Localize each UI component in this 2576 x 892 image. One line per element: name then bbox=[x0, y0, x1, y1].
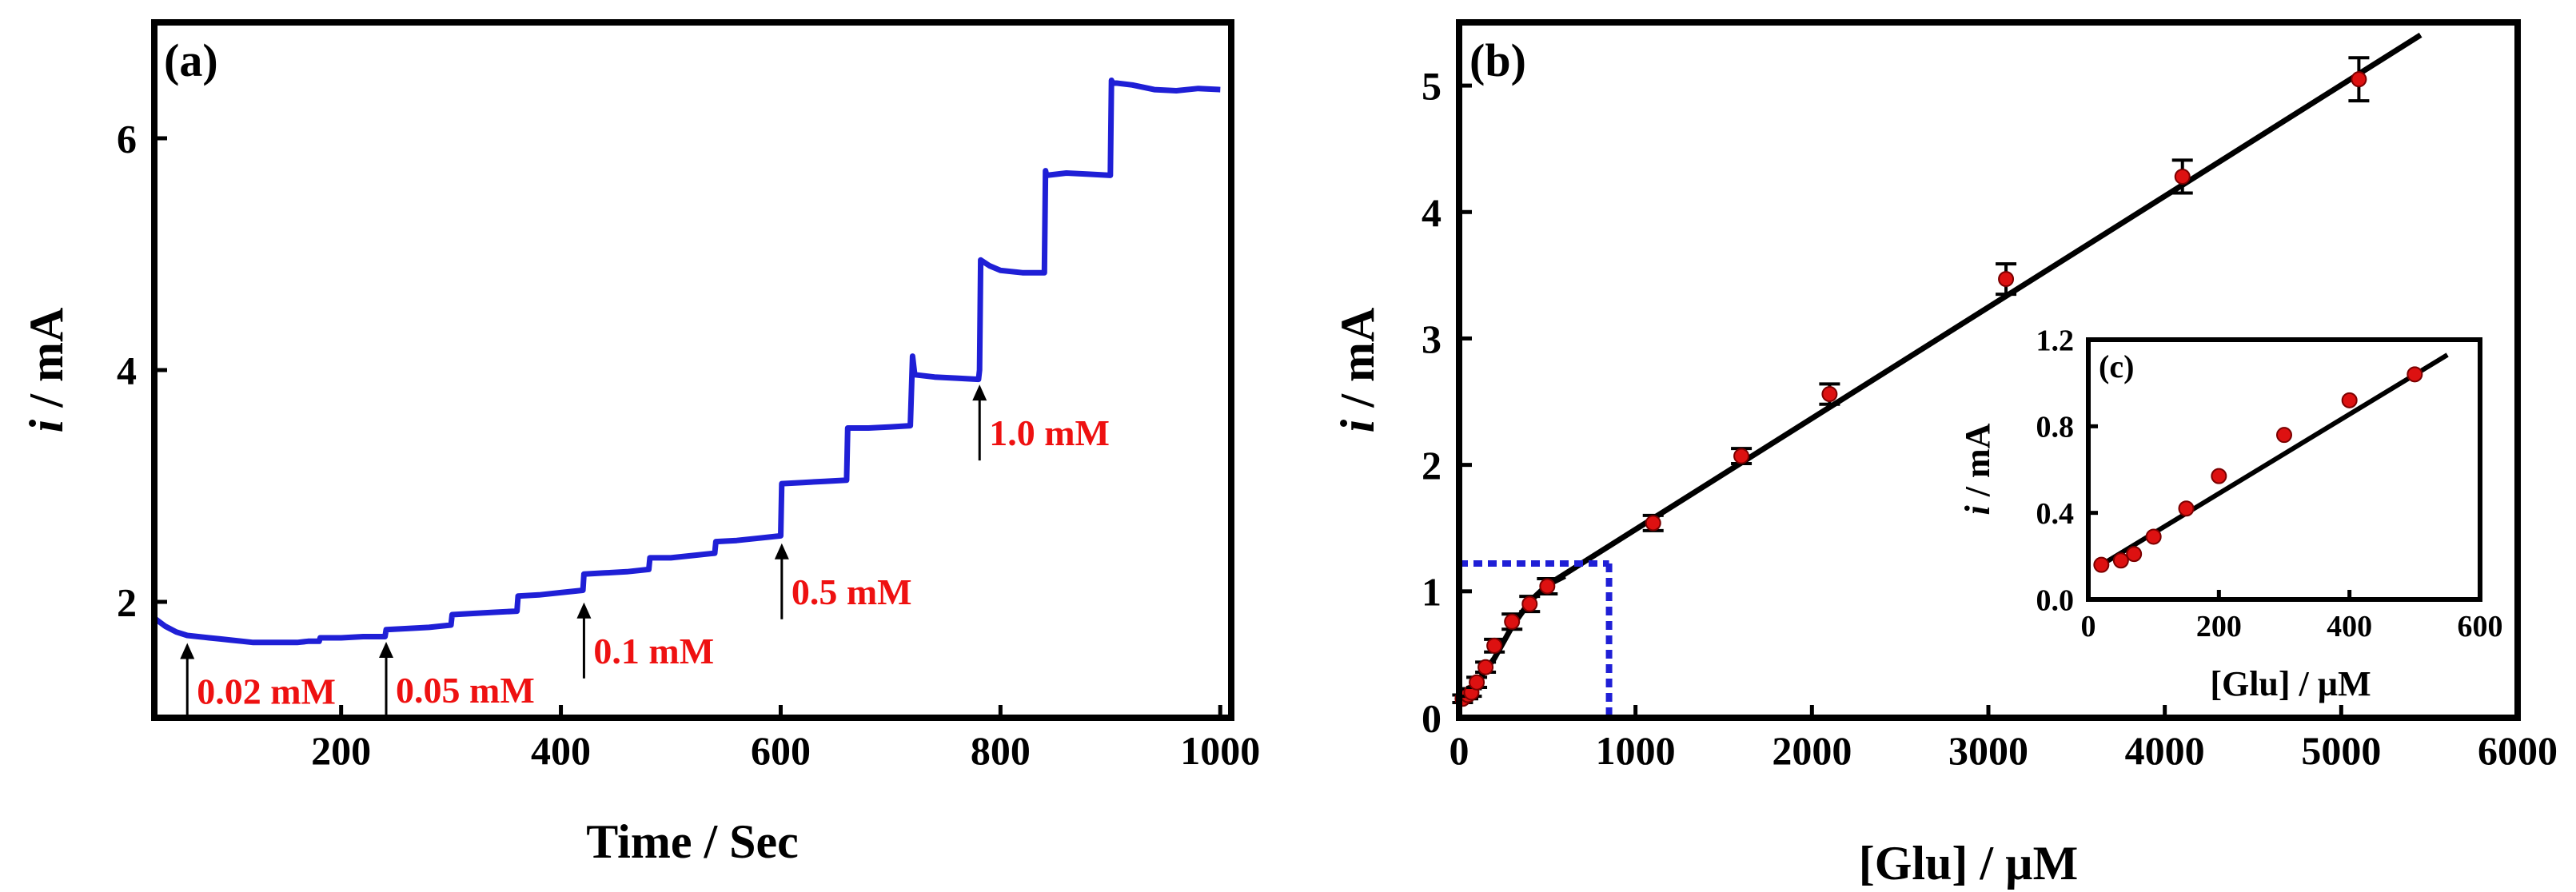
panel-b-fit-line-high bbox=[1545, 32, 2422, 587]
panel-c-data-point bbox=[2276, 427, 2292, 444]
panel-b-x-tick-label: 0 bbox=[1449, 728, 1469, 773]
panel-b-y-tick-label: 5 bbox=[1422, 64, 1442, 109]
panel-b-data-point bbox=[2351, 71, 2367, 88]
panel-c-y-axis-label-italic: i bbox=[1958, 504, 1997, 515]
panel-a-label: (a) bbox=[164, 34, 218, 86]
panel-c-data-point bbox=[2093, 556, 2110, 573]
panel-a-x-tick-label: 400 bbox=[531, 728, 591, 773]
panel-c-x-tick-label: 0 bbox=[2081, 610, 2096, 643]
panel-a-x-tick-label: 600 bbox=[751, 728, 811, 773]
panel-b-data-point bbox=[1521, 595, 1538, 612]
panel-b-y-tick-label: 4 bbox=[1422, 190, 1442, 235]
panel-a-injection-label: 0.5 mM bbox=[792, 571, 912, 612]
panel-b-data-point bbox=[1821, 386, 1838, 403]
panel-b-y-tick-label: 1 bbox=[1422, 569, 1442, 614]
panel-b-x-tick-label: 5000 bbox=[2301, 728, 2381, 773]
panel-a-y-tick-label: 4 bbox=[117, 348, 137, 393]
panel-a-axes: 200 400 600 800 1000 2 4 6 bbox=[117, 117, 1260, 774]
panel-c-data-point bbox=[2211, 468, 2227, 484]
panel-a-annotations: 0.02 mM 0.05 mM 0.1 mM 0.5 mM 1.0 mM bbox=[180, 384, 1110, 719]
panel-c-data-point bbox=[2145, 528, 2162, 545]
panel-a-injection-arrow-head bbox=[379, 642, 394, 659]
panel-c-x-tick-label: 200 bbox=[2196, 610, 2242, 643]
panel-c-data-point bbox=[2112, 552, 2129, 569]
panel-c-x-tick-label: 400 bbox=[2327, 610, 2372, 643]
panel-b-data-point bbox=[1733, 448, 1750, 464]
panel-a-injection-label: 0.02 mM bbox=[197, 671, 336, 712]
panel-c-x-axis-label: [Glu] / µM bbox=[2210, 664, 2371, 703]
panel-c-points-layer bbox=[2093, 366, 2423, 573]
panel-a-x-tick-label: 200 bbox=[311, 728, 371, 773]
panel-b-y-axis-label-italic: i bbox=[1331, 419, 1384, 432]
panel-a-injection-arrow-head bbox=[972, 384, 987, 401]
panel-a-y-axis-label: i / mA bbox=[20, 308, 73, 433]
panel-a-injection-arrow-head bbox=[180, 643, 195, 659]
panel-b-x-axis-label: [Glu] / µM bbox=[1859, 837, 2079, 890]
panel-c-x-tick-label: 600 bbox=[2458, 610, 2503, 643]
panel-c-y-tick-label: 0.8 bbox=[2036, 411, 2075, 444]
panel-a-series-layer bbox=[152, 78, 1221, 646]
panel-a-plot-frame bbox=[151, 19, 1234, 721]
panel-a-x-tick-label: 800 bbox=[971, 728, 1031, 773]
panel-a-injection-label: 1.0 mM bbox=[989, 412, 1110, 453]
panel-b-data-point bbox=[1469, 674, 1485, 691]
panel-a-injection-label: 0.1 mM bbox=[593, 631, 714, 671]
panel-b-label: (b) bbox=[1469, 34, 1526, 86]
panel-a-x-axis-label: Time / Sec bbox=[586, 815, 799, 868]
panel-c-inset: 0 200 400 600 0.0 0.4 0.8 1.2 (c) [Glu] / µM i … bbox=[1958, 324, 2503, 703]
panel-b-data-point bbox=[1998, 271, 2015, 288]
panel-b-y-tick-label: 3 bbox=[1422, 317, 1442, 361]
panel-b-plot-frame bbox=[1456, 19, 2521, 721]
panel-a-y-tick-label: 2 bbox=[117, 580, 137, 625]
panel-c-data-point bbox=[2407, 366, 2423, 383]
panel-c-y-axis-label-rest: / mA bbox=[1958, 423, 1997, 505]
panel-c-axes: 0 200 400 600 0.0 0.4 0.8 1.2 bbox=[2036, 324, 2503, 643]
panel-c-data-point bbox=[2126, 546, 2143, 563]
panel-c-y-tick-label: 0.0 bbox=[2036, 583, 2075, 617]
panel-c-y-tick-label: 0.4 bbox=[2036, 497, 2075, 531]
panel-a: 0.02 mM 0.05 mM 0.1 mM 0.5 mM 1.0 mM 200 400 6… bbox=[20, 19, 1260, 868]
panel-b-x-tick-label: 2000 bbox=[1772, 728, 1852, 773]
panel-a-injection-arrow-head bbox=[774, 543, 789, 559]
panel-b-y-tick-label: 2 bbox=[1422, 443, 1442, 488]
panel-b-y-axis-label: i / mA bbox=[1331, 308, 1384, 433]
panel-b-x-tick-label: 6000 bbox=[2478, 728, 2558, 773]
panel-c-data-point bbox=[2178, 500, 2195, 517]
panel-b-data-point bbox=[2174, 168, 2191, 185]
panel-a-x-tick-label: 1000 bbox=[1180, 728, 1260, 773]
panel-c-fit-line bbox=[2099, 352, 2449, 567]
panel-a-injection-label: 0.05 mM bbox=[396, 670, 535, 711]
panel-b-data-point bbox=[1504, 613, 1521, 630]
panel-b-y-tick-label: 0 bbox=[1422, 696, 1442, 741]
panel-c-label: (c) bbox=[2099, 348, 2134, 384]
panel-a-y-axis-label-rest: / mA bbox=[20, 308, 73, 420]
panel-b-data-point bbox=[1486, 637, 1503, 654]
panel-c-data-point bbox=[2341, 392, 2358, 408]
panel-b-x-tick-label: 1000 bbox=[1596, 728, 1676, 773]
panel-b-x-tick-label: 3000 bbox=[1948, 728, 2028, 773]
panel-c-y-axis-label: i / mA bbox=[1958, 423, 1997, 515]
panel-b-x-tick-label: 4000 bbox=[2125, 728, 2205, 773]
panel-a-injection-arrow-head bbox=[576, 602, 592, 619]
panel-c-plot-frame bbox=[2086, 337, 2482, 602]
panel-a-y-tick-label: 6 bbox=[117, 117, 137, 161]
panel-c-y-tick-label: 1.2 bbox=[2036, 324, 2075, 357]
panel-b-data-point bbox=[1477, 659, 1494, 675]
panel-c-background bbox=[2088, 340, 2480, 599]
panel-b-guide-layer bbox=[1459, 560, 1613, 718]
panel-b-data-point bbox=[1539, 578, 1556, 595]
panel-a-series-line bbox=[152, 78, 1221, 646]
panel-b-y-axis-label-rest: / mA bbox=[1331, 308, 1384, 420]
panel-c-fit-layer bbox=[2099, 352, 2449, 567]
panel-a-y-axis-label-italic: i bbox=[20, 419, 73, 432]
panel-b-data-point bbox=[1645, 515, 1661, 532]
